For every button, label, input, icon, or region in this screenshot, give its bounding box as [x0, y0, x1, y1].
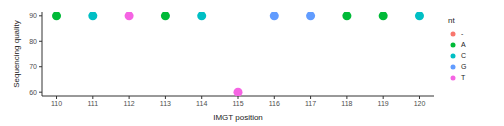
svg-text:IMGT position: IMGT position — [213, 113, 263, 122]
svg-text:Sequencing quality: Sequencing quality — [12, 20, 21, 88]
html-text:G: G — [461, 63, 467, 70]
svg-text:111: 111 — [87, 100, 98, 107]
html-text:A: A — [461, 41, 466, 48]
svg-text:70: 70 — [29, 63, 37, 70]
html-text:nt: nt — [448, 16, 455, 25]
svg-text:120: 120 — [414, 100, 426, 107]
svg-text:60: 60 — [29, 89, 37, 96]
html-text:C: C — [461, 52, 467, 59]
svg-text:90: 90 — [29, 12, 37, 19]
svg-text:116: 116 — [269, 100, 280, 107]
svg-text:117: 117 — [305, 100, 316, 107]
svg-text:118: 118 — [341, 100, 352, 107]
svg-text:113: 113 — [160, 100, 171, 107]
html-text:T: T — [461, 74, 466, 81]
svg-text:112: 112 — [124, 100, 135, 107]
svg-text:114: 114 — [196, 100, 207, 107]
svg-text:80: 80 — [29, 38, 37, 45]
svg-text:115: 115 — [232, 100, 243, 107]
svg-text:119: 119 — [378, 100, 389, 107]
svg-text:110: 110 — [51, 100, 62, 107]
